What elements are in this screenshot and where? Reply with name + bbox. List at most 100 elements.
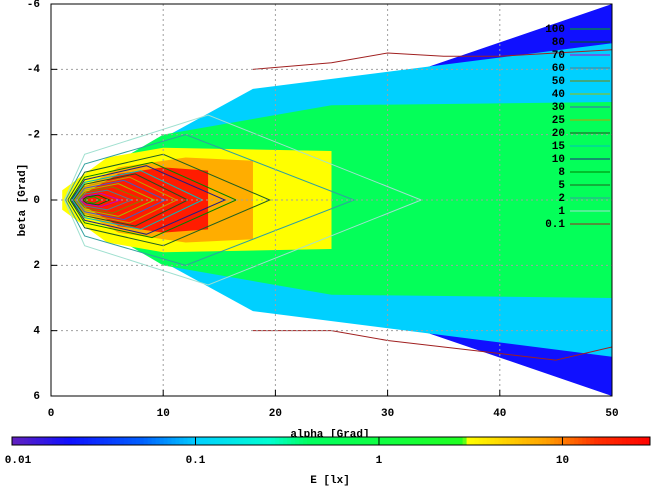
colorbar-cell: [31, 437, 37, 445]
colorbar-cell: [55, 437, 61, 445]
y-tick-label: 4: [33, 326, 40, 338]
colorbar-cell: [390, 437, 396, 445]
colorbar-cell: [370, 437, 376, 445]
colorbar-cell: [319, 437, 324, 445]
colorbar-cell: [606, 437, 611, 445]
colorbar-cell: [12, 437, 17, 445]
colorbar-cell: [442, 437, 448, 445]
contour-line: [67, 153, 272, 247]
colorbar-cell: [366, 437, 372, 445]
colorbar-cell: [107, 437, 113, 445]
colorbar-cell: [215, 437, 220, 445]
colorbar-cell: [570, 437, 575, 445]
colorbar-cell: [231, 437, 236, 445]
colorbar-cell: [610, 437, 615, 445]
colorbar-cell: [163, 437, 169, 445]
colorbar-cell: [239, 437, 244, 445]
colorbar-cell: [586, 437, 591, 445]
colorbar-cell: [307, 437, 312, 445]
legend-label: 0.1: [545, 219, 565, 231]
colorbar-cell: [263, 437, 268, 445]
colorbar: 0.01 0.1 1 10: [5, 436, 651, 467]
colorbar-cell: [171, 437, 176, 445]
colorbar-cell: [19, 437, 25, 445]
legend-label: 8: [558, 167, 565, 179]
colorbar-cell: [247, 437, 252, 445]
colorbar-cell: [410, 437, 416, 445]
y-axis-label: beta [Grad]: [17, 164, 29, 237]
colorbar-cell: [578, 437, 583, 445]
colorbar-cell: [574, 437, 579, 445]
colorbar-cell: [59, 437, 65, 445]
colorbar-cell: [187, 437, 192, 445]
colorbar-cell: [590, 437, 595, 445]
colorbar-cell: [526, 437, 531, 445]
colorbar-cell: [291, 437, 296, 445]
colorbar-cell: [474, 437, 480, 445]
colorbar-cell: [538, 437, 543, 445]
x-tick-label: 40: [493, 408, 506, 420]
colorbar-cell: [75, 437, 81, 445]
colorbar-cell: [490, 437, 495, 445]
colorbar-cell: [594, 437, 599, 445]
colorbar-cell: [418, 437, 424, 445]
colorbar-cell: [406, 437, 412, 445]
x-tick-label: 0: [48, 408, 55, 420]
contour-line: [77, 186, 145, 214]
colorbar-cell: [131, 437, 137, 445]
legend-label: 15: [552, 141, 566, 153]
colorbar-cell: [510, 437, 515, 445]
colorbar-cell: [638, 437, 643, 445]
colorbar-cell: [283, 437, 288, 445]
colorbar-cell: [446, 437, 452, 445]
colorbar-cell: [482, 437, 488, 445]
colorbar-cell: [422, 437, 428, 445]
colorbar-cell: [494, 437, 499, 445]
colorbar-cell: [350, 437, 356, 445]
x-tick-label: 30: [381, 408, 394, 420]
colorbar-cell: [35, 437, 41, 445]
colorbar-cell: [478, 437, 484, 445]
x-tick-label: 20: [269, 408, 282, 420]
colorbar-cell: [79, 437, 85, 445]
colorbar-cell: [39, 437, 45, 445]
colorbar-tick-label: 10: [556, 455, 569, 467]
colorbar-cell: [47, 437, 53, 445]
colorbar-cell: [279, 437, 284, 445]
colorbar-cell: [111, 437, 117, 445]
colorbar-cell: [430, 437, 436, 445]
colorbar-cell: [342, 437, 348, 445]
colorbar-cell: [438, 437, 444, 445]
colorbar-cell: [414, 437, 420, 445]
colorbar-cell: [179, 437, 184, 445]
colorbar-label: E [lx]: [310, 475, 350, 486]
plot-area: [62, 4, 612, 396]
colorbar-cell: [462, 437, 468, 445]
colorbar-cell: [498, 437, 503, 445]
colorbar-cell: [466, 437, 472, 445]
colorbar-cell: [51, 437, 57, 445]
legend-label: 10: [552, 154, 565, 166]
colorbar-cell: [626, 437, 631, 445]
legend-label: 50: [552, 76, 565, 88]
colorbar-cell: [382, 437, 388, 445]
legend-label: 100: [545, 24, 565, 36]
x-tick-label: 50: [605, 408, 618, 420]
contour-line: [65, 134, 356, 266]
legend-label: 1: [558, 206, 565, 218]
colorbar-cell: [43, 437, 49, 445]
contour-line: [70, 165, 227, 235]
y-tick-label: -4: [27, 64, 41, 76]
colorbar-cell: [502, 437, 507, 445]
colorbar-cell: [542, 437, 547, 445]
legend-label: 25: [552, 115, 566, 127]
contour-line: [75, 179, 167, 221]
colorbar-cell: [155, 437, 161, 445]
y-tick-label: 2: [33, 260, 40, 272]
colorbar-cell: [546, 437, 551, 445]
colorbar-cell: [227, 437, 232, 445]
colorbar-cell: [386, 437, 392, 445]
colorbar-cell: [522, 437, 527, 445]
